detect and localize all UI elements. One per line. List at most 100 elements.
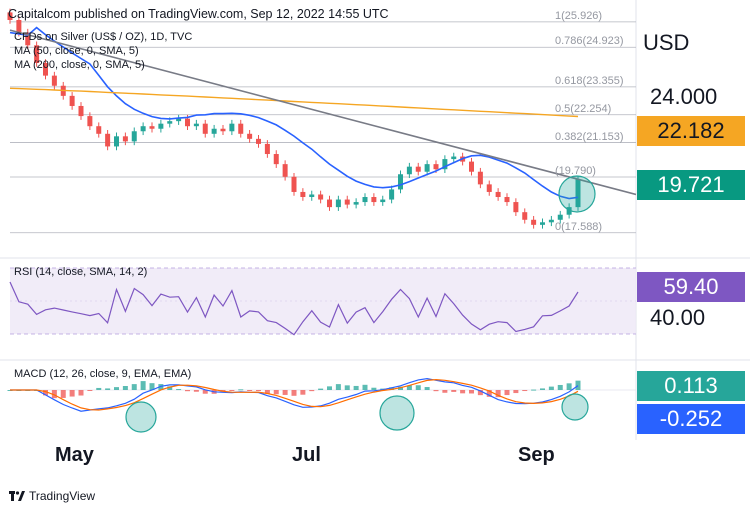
macd-histogram-bar bbox=[344, 385, 350, 390]
candle bbox=[433, 164, 439, 170]
candle bbox=[362, 197, 368, 203]
candle bbox=[282, 164, 288, 177]
macd-hist-badge: 0.113 bbox=[637, 371, 745, 401]
last-price-badge: 19.721 bbox=[637, 170, 745, 200]
candle bbox=[105, 133, 111, 147]
macd-histogram-bar bbox=[371, 387, 377, 390]
macd-histogram-bar bbox=[406, 385, 412, 390]
macd-histogram-bar bbox=[486, 390, 492, 397]
macd-histogram-bar bbox=[504, 390, 510, 396]
candle bbox=[176, 118, 182, 122]
candle bbox=[522, 212, 528, 220]
macd-histogram-bar bbox=[531, 389, 537, 391]
macd-histogram-bar bbox=[51, 390, 57, 399]
candle bbox=[87, 116, 93, 127]
macd-histogram-bar bbox=[548, 386, 554, 390]
candle bbox=[238, 123, 244, 134]
candle bbox=[193, 123, 199, 127]
candle bbox=[424, 164, 430, 172]
downtrend-line bbox=[9, 29, 637, 196]
month-label-jul: Jul bbox=[292, 444, 321, 466]
macd-histogram-bar bbox=[424, 387, 430, 390]
tradingview-wordmark: TradingView bbox=[29, 489, 96, 503]
price-tick-24: 24.000 bbox=[650, 84, 718, 109]
candle bbox=[149, 126, 155, 129]
highlight-circle bbox=[558, 175, 596, 213]
macd-histogram-bar bbox=[291, 390, 297, 396]
candle bbox=[34, 45, 40, 63]
macd-histogram-bar bbox=[318, 388, 324, 390]
highlight-circle bbox=[379, 395, 415, 431]
candle bbox=[486, 184, 492, 192]
candle bbox=[371, 197, 377, 203]
fib-level-label: 0.5(22.254) bbox=[555, 102, 612, 115]
ma200-value-badge: 22.182 bbox=[637, 116, 745, 146]
macd-histogram-bar bbox=[566, 383, 572, 390]
symbol-legend[interactable]: CFDs on Silver (US$ / OZ), 1D, TVC bbox=[14, 31, 193, 43]
candle bbox=[114, 136, 119, 147]
macd-signal-line bbox=[10, 378, 579, 411]
macd-histogram-bar bbox=[398, 386, 403, 390]
candle bbox=[78, 105, 84, 117]
macd-histogram-bar bbox=[202, 390, 208, 394]
candle bbox=[25, 32, 31, 46]
candle bbox=[469, 161, 474, 172]
candle bbox=[531, 219, 537, 225]
macd-histogram-bar bbox=[193, 390, 199, 392]
macd-histogram-bar bbox=[43, 390, 48, 396]
macd-histogram-bar bbox=[158, 384, 164, 390]
rsi-level-label: 40.00 bbox=[650, 305, 706, 330]
candle bbox=[327, 199, 332, 208]
fib-level-label: 0.382(21.153) bbox=[555, 130, 624, 143]
fib-level-label: (19.790) bbox=[555, 165, 596, 178]
macd-histogram-bar bbox=[122, 386, 128, 390]
macd-histogram-bar bbox=[460, 390, 466, 394]
macd-legend[interactable]: MACD (12, 26, close, 9, EMA, EMA) bbox=[14, 368, 192, 380]
highlight-circle bbox=[125, 401, 157, 433]
tradingview-logo[interactable]: TradingView bbox=[9, 489, 95, 503]
candle bbox=[211, 128, 217, 134]
candle bbox=[495, 191, 501, 198]
candle bbox=[389, 189, 395, 200]
candle bbox=[415, 166, 421, 172]
currency-label: USD bbox=[643, 30, 690, 55]
ma200-legend[interactable]: MA (200, close, 0, SMA, 5) bbox=[14, 59, 145, 71]
rsi-line bbox=[9, 281, 579, 336]
macd-histogram-bar bbox=[167, 386, 173, 390]
fib-level-label: 0.786(24.923) bbox=[555, 35, 624, 48]
ma200-line bbox=[9, 87, 579, 118]
candle bbox=[344, 199, 350, 205]
macd-histogram-bar bbox=[353, 385, 359, 390]
candle bbox=[442, 159, 448, 170]
candle bbox=[185, 118, 190, 127]
tradingview-icon bbox=[9, 491, 25, 501]
candle bbox=[504, 197, 510, 203]
candle bbox=[220, 128, 226, 132]
candle bbox=[335, 199, 341, 208]
candle bbox=[7, 12, 13, 20]
candle bbox=[69, 95, 75, 106]
candle bbox=[167, 121, 173, 124]
macd-histogram-bar bbox=[60, 390, 66, 398]
candle bbox=[451, 156, 457, 160]
candle bbox=[158, 123, 164, 129]
macd-histogram-bar bbox=[540, 388, 545, 390]
macd-histogram-bar bbox=[335, 384, 341, 390]
macd-histogram-bar bbox=[131, 384, 137, 390]
macd-histogram-bar bbox=[247, 390, 253, 391]
candle bbox=[256, 138, 261, 144]
ma50-legend[interactable]: MA (50, close, 0, SMA, 5) bbox=[14, 45, 139, 57]
macd-histogram-bar bbox=[96, 387, 102, 390]
rsi-legend[interactable]: RSI (14, close, SMA, 14, 2) bbox=[14, 266, 148, 278]
candle bbox=[353, 202, 359, 205]
candle bbox=[291, 176, 297, 192]
candle bbox=[406, 166, 412, 175]
candle bbox=[300, 191, 306, 198]
candle bbox=[548, 219, 554, 223]
candle bbox=[477, 171, 483, 185]
macd-histogram-bar bbox=[389, 387, 395, 390]
ma50-line bbox=[9, 26, 579, 200]
macd-histogram-bar bbox=[513, 390, 519, 394]
candle bbox=[540, 222, 545, 225]
